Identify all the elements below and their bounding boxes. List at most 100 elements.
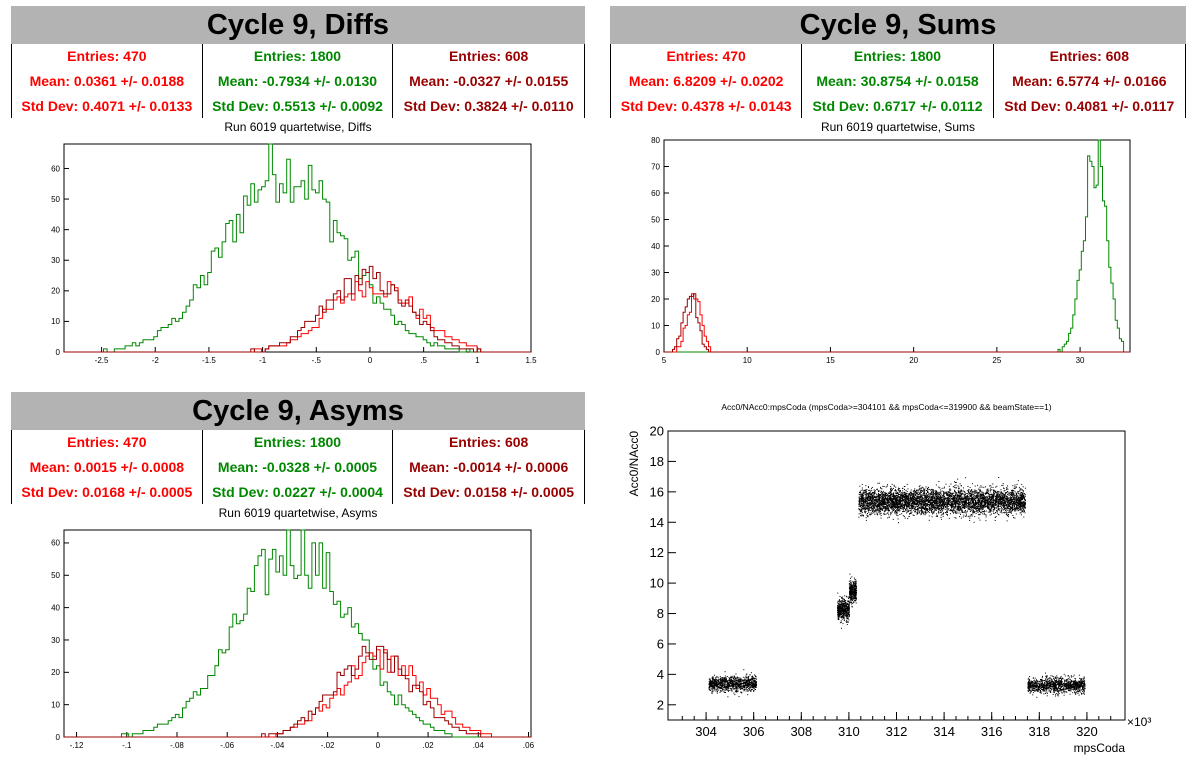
scatter-point [712, 684, 714, 686]
scatter-point [853, 593, 855, 595]
scatter-point [897, 512, 899, 514]
scatter-point [837, 616, 839, 618]
scatter-point [863, 491, 865, 493]
scatter-point [958, 495, 960, 497]
scatter-point [902, 503, 904, 505]
scatter-point [963, 495, 965, 497]
scatter-point [918, 493, 919, 495]
scatter-point [979, 509, 981, 511]
scatter-point [742, 676, 744, 678]
scatter-point [748, 675, 750, 677]
scatter-point [729, 681, 731, 683]
scatter-point [898, 487, 900, 489]
scatter-point [875, 504, 877, 506]
scatter-point [887, 512, 889, 514]
scatter-point [928, 515, 930, 517]
scatter-point [865, 492, 867, 494]
scatter-point [878, 506, 879, 508]
scatter-point [840, 612, 841, 614]
scatter-point [964, 506, 966, 508]
scatter-point [711, 684, 713, 686]
scatter-point [1012, 508, 1014, 510]
scatter-point [839, 616, 841, 618]
scatter-point [840, 610, 842, 612]
scatter-point [740, 679, 742, 681]
scatter-point [1018, 501, 1020, 503]
scatter-point [935, 498, 937, 500]
y-axis-label: Acc0/NAcc0 [627, 431, 641, 497]
scatter-point [935, 493, 937, 494]
scatter-point [844, 610, 845, 612]
scatter-point [1007, 496, 1009, 498]
scatter-point [975, 504, 977, 506]
scatter-point [739, 686, 741, 688]
scatter-point [1021, 483, 1023, 485]
scatter-point [851, 605, 853, 607]
scatter-point [1017, 495, 1019, 497]
scatter-point [951, 492, 953, 494]
scatter-title: Acc0/NAcc0:mpsCoda (mpsCoda>=304101 && m… [721, 402, 1051, 412]
histogram-series-1 [64, 281, 531, 353]
scatter-point [968, 506, 970, 508]
scatter-point [851, 576, 853, 578]
scatter-point [844, 614, 846, 616]
scatter-point [730, 686, 732, 687]
scatter-point [966, 510, 968, 512]
scatter-point [862, 505, 864, 507]
scatter-point [881, 497, 883, 499]
scatter-point [896, 510, 898, 512]
scatter-point [895, 502, 897, 504]
scatter-point [750, 672, 752, 674]
y-tick-label: 8 [657, 606, 664, 621]
scatter-point [890, 502, 892, 504]
scatter-point [876, 493, 877, 495]
scatter-point [911, 492, 913, 494]
scatter-point [744, 688, 746, 690]
scatter-point [853, 600, 855, 602]
scatter-point [846, 602, 848, 604]
scatter-point [735, 684, 736, 686]
x-tick-label: -.02 [321, 741, 335, 750]
scatter-point [735, 690, 737, 692]
scatter-point [853, 584, 855, 586]
scatter-point [858, 513, 860, 515]
scatter-point [871, 503, 873, 505]
scatter-point [971, 492, 973, 494]
scatter-point [848, 603, 850, 605]
scatter-point [955, 517, 957, 519]
scatter-point [749, 684, 751, 685]
scatter-point [745, 683, 747, 685]
scatter-point [739, 684, 741, 686]
scatter-point [710, 689, 712, 691]
scatter-point [980, 504, 982, 506]
scatter-point [941, 499, 943, 501]
scatter-point [936, 504, 938, 506]
scatter-point [975, 492, 977, 494]
scatter-point [871, 487, 873, 488]
scatter-point [747, 681, 749, 683]
scatter-point [720, 680, 722, 682]
scatter-point [878, 510, 880, 512]
scatter-point [752, 682, 754, 684]
scatter-point [958, 488, 959, 490]
scatter-point [850, 582, 852, 584]
scatter-point [717, 676, 719, 678]
scatter-point [860, 489, 862, 491]
scatter-point [716, 691, 718, 693]
scatter-point [720, 685, 722, 687]
scatter-point [1019, 496, 1021, 498]
scatter-point [880, 515, 882, 517]
scatter-point [849, 601, 850, 603]
scatter-point [723, 691, 725, 693]
scatter-point [910, 491, 912, 493]
scatter-point [851, 589, 853, 591]
scatter-point [958, 493, 960, 495]
scatter-point [1016, 483, 1018, 485]
scatter-point [853, 595, 855, 597]
scatter-point [956, 508, 958, 510]
scatter-point [736, 680, 738, 682]
scatter-point [889, 509, 891, 511]
scatter-point [861, 504, 863, 506]
scatter-point [715, 677, 716, 679]
scatter-point [968, 509, 970, 511]
